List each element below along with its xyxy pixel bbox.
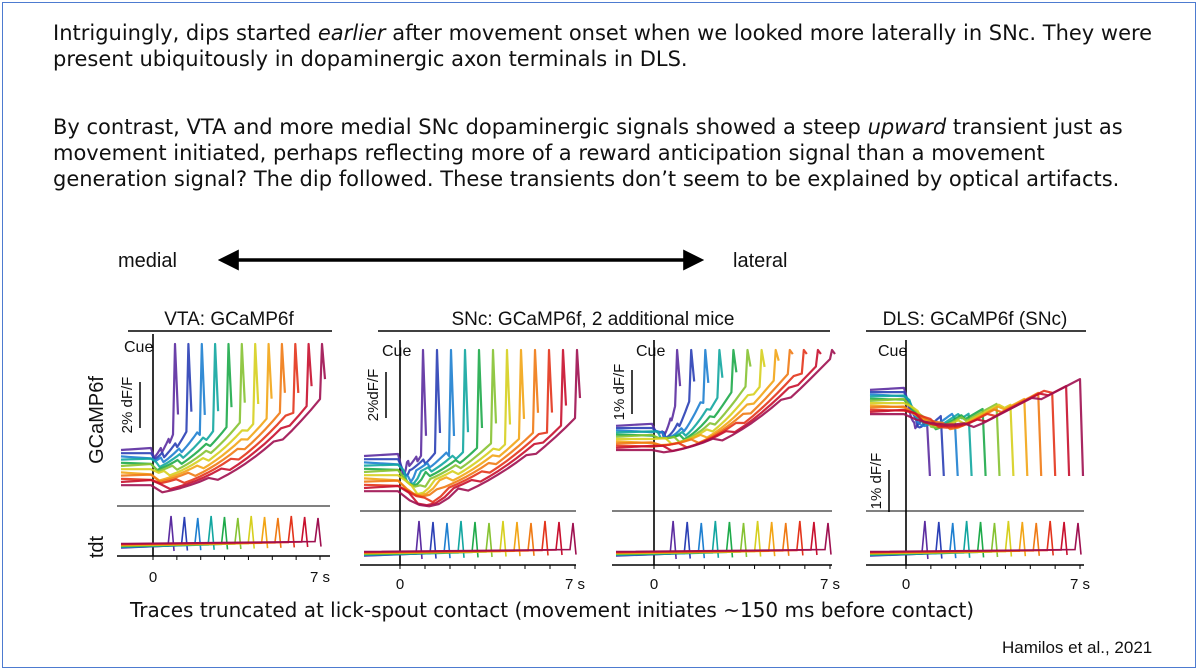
figure-caption: Traces truncated at lick-spout contact (… [130, 598, 975, 622]
para1-text-b: after movement onset when we looked more… [53, 21, 1153, 71]
gcamp-trace-vta-8 [120, 342, 286, 483]
scale-label-snc-lateral: 1% dF/F [611, 364, 628, 421]
tick-zero-snc-lateral: 0 [650, 576, 658, 593]
gcamp-trace-vta-9 [120, 342, 300, 485]
gcamp-trace-snc-medial-11 [364, 348, 582, 508]
tdt-trace-snc-lateral-11 [615, 522, 832, 555]
cue-label-dls: Cue [878, 343, 907, 360]
scale-label-dls: 1% dF/F [868, 453, 885, 510]
scale-label-snc-medial: 2%dF/F [365, 369, 382, 422]
gcamp-trace-vta-10 [120, 342, 313, 491]
tick-end-dls: 7 s [1070, 576, 1090, 593]
para2-text-b: transient just as movement initiated, pe… [53, 115, 1123, 191]
gcamp-trace-vta-11 [121, 342, 327, 494]
para1-text-a: Intriguingly, dips started [53, 21, 318, 45]
trace-layer [117, 334, 1085, 569]
paragraph-medial-transients: By contrast, VTA and more medial SNc dop… [53, 114, 1163, 192]
gcamp-trace-vta-3 [120, 342, 220, 469]
cue-label-snc-lateral: Cue [636, 343, 665, 360]
gcamp-trace-snc-medial-9 [363, 348, 554, 504]
gcamp-trace-snc-lateral-9 [615, 348, 808, 449]
gcamp-trace-vta-1 [121, 342, 193, 461]
gcamp-trace-snc-lateral-2 [615, 348, 710, 440]
tick-zero-dls: 0 [902, 576, 910, 593]
group-title-dls: DLS: GCaMP6f (SNc) [883, 309, 1068, 330]
paragraph-lateral-dips: Intriguingly, dips started earlier after… [53, 20, 1163, 72]
tick-zero-snc-medial: 0 [396, 576, 404, 593]
tdt-trace-snc-medial-11 [363, 522, 577, 555]
gcamp-trace-vta-5 [120, 342, 246, 473]
gcamp-trace-dls-11 [870, 378, 1085, 477]
gcamp-trace-vta-2 [120, 342, 206, 464]
tick-end-vta: 7 s [310, 569, 330, 586]
tdt-trace-vta-11 [120, 517, 322, 547]
group-title-snc: SNc: GCaMP6f, 2 additional mice [451, 309, 734, 330]
gcamp-trace-vta-7 [120, 342, 273, 482]
tick-zero-vta: 0 [149, 569, 157, 586]
gcamp-trace-snc-medial-6 [364, 348, 512, 496]
gcamp-trace-snc-lateral-11 [616, 348, 836, 454]
medial-label: medial [118, 250, 177, 272]
gcamp-trace-snc-medial-2 [363, 348, 456, 483]
gcamp-trace-vta-6 [121, 342, 260, 477]
scale-label-vta: 2% dF/F [119, 377, 136, 434]
para1-emphasis: earlier [317, 21, 386, 45]
citation-credit: Hamilos et al., 2021 [1002, 638, 1153, 657]
tdt-trace-dls-11 [869, 522, 1082, 555]
gcamp-trace-snc-lateral-6 [616, 348, 766, 446]
para2-text-a: By contrast, VTA and more medial SNc dop… [53, 115, 868, 139]
cue-label-snc-medial: Cue [382, 343, 411, 360]
row-label-tdt: tdt [86, 535, 108, 558]
lateral-label: lateral [733, 250, 787, 272]
gcamp-trace-vta-4 [120, 342, 233, 472]
cue-label-vta: Cue [124, 339, 153, 356]
row-label-gcamp: GCaMP6f [86, 376, 108, 464]
para2-emphasis: upward [867, 115, 947, 139]
gcamp-trace-vta-0 [120, 342, 180, 460]
tick-end-snc-lateral: 7 s [820, 576, 840, 593]
group-title-vta: VTA: GCaMP6f [164, 309, 294, 330]
tick-end-snc-medial: 7 s [565, 576, 585, 593]
